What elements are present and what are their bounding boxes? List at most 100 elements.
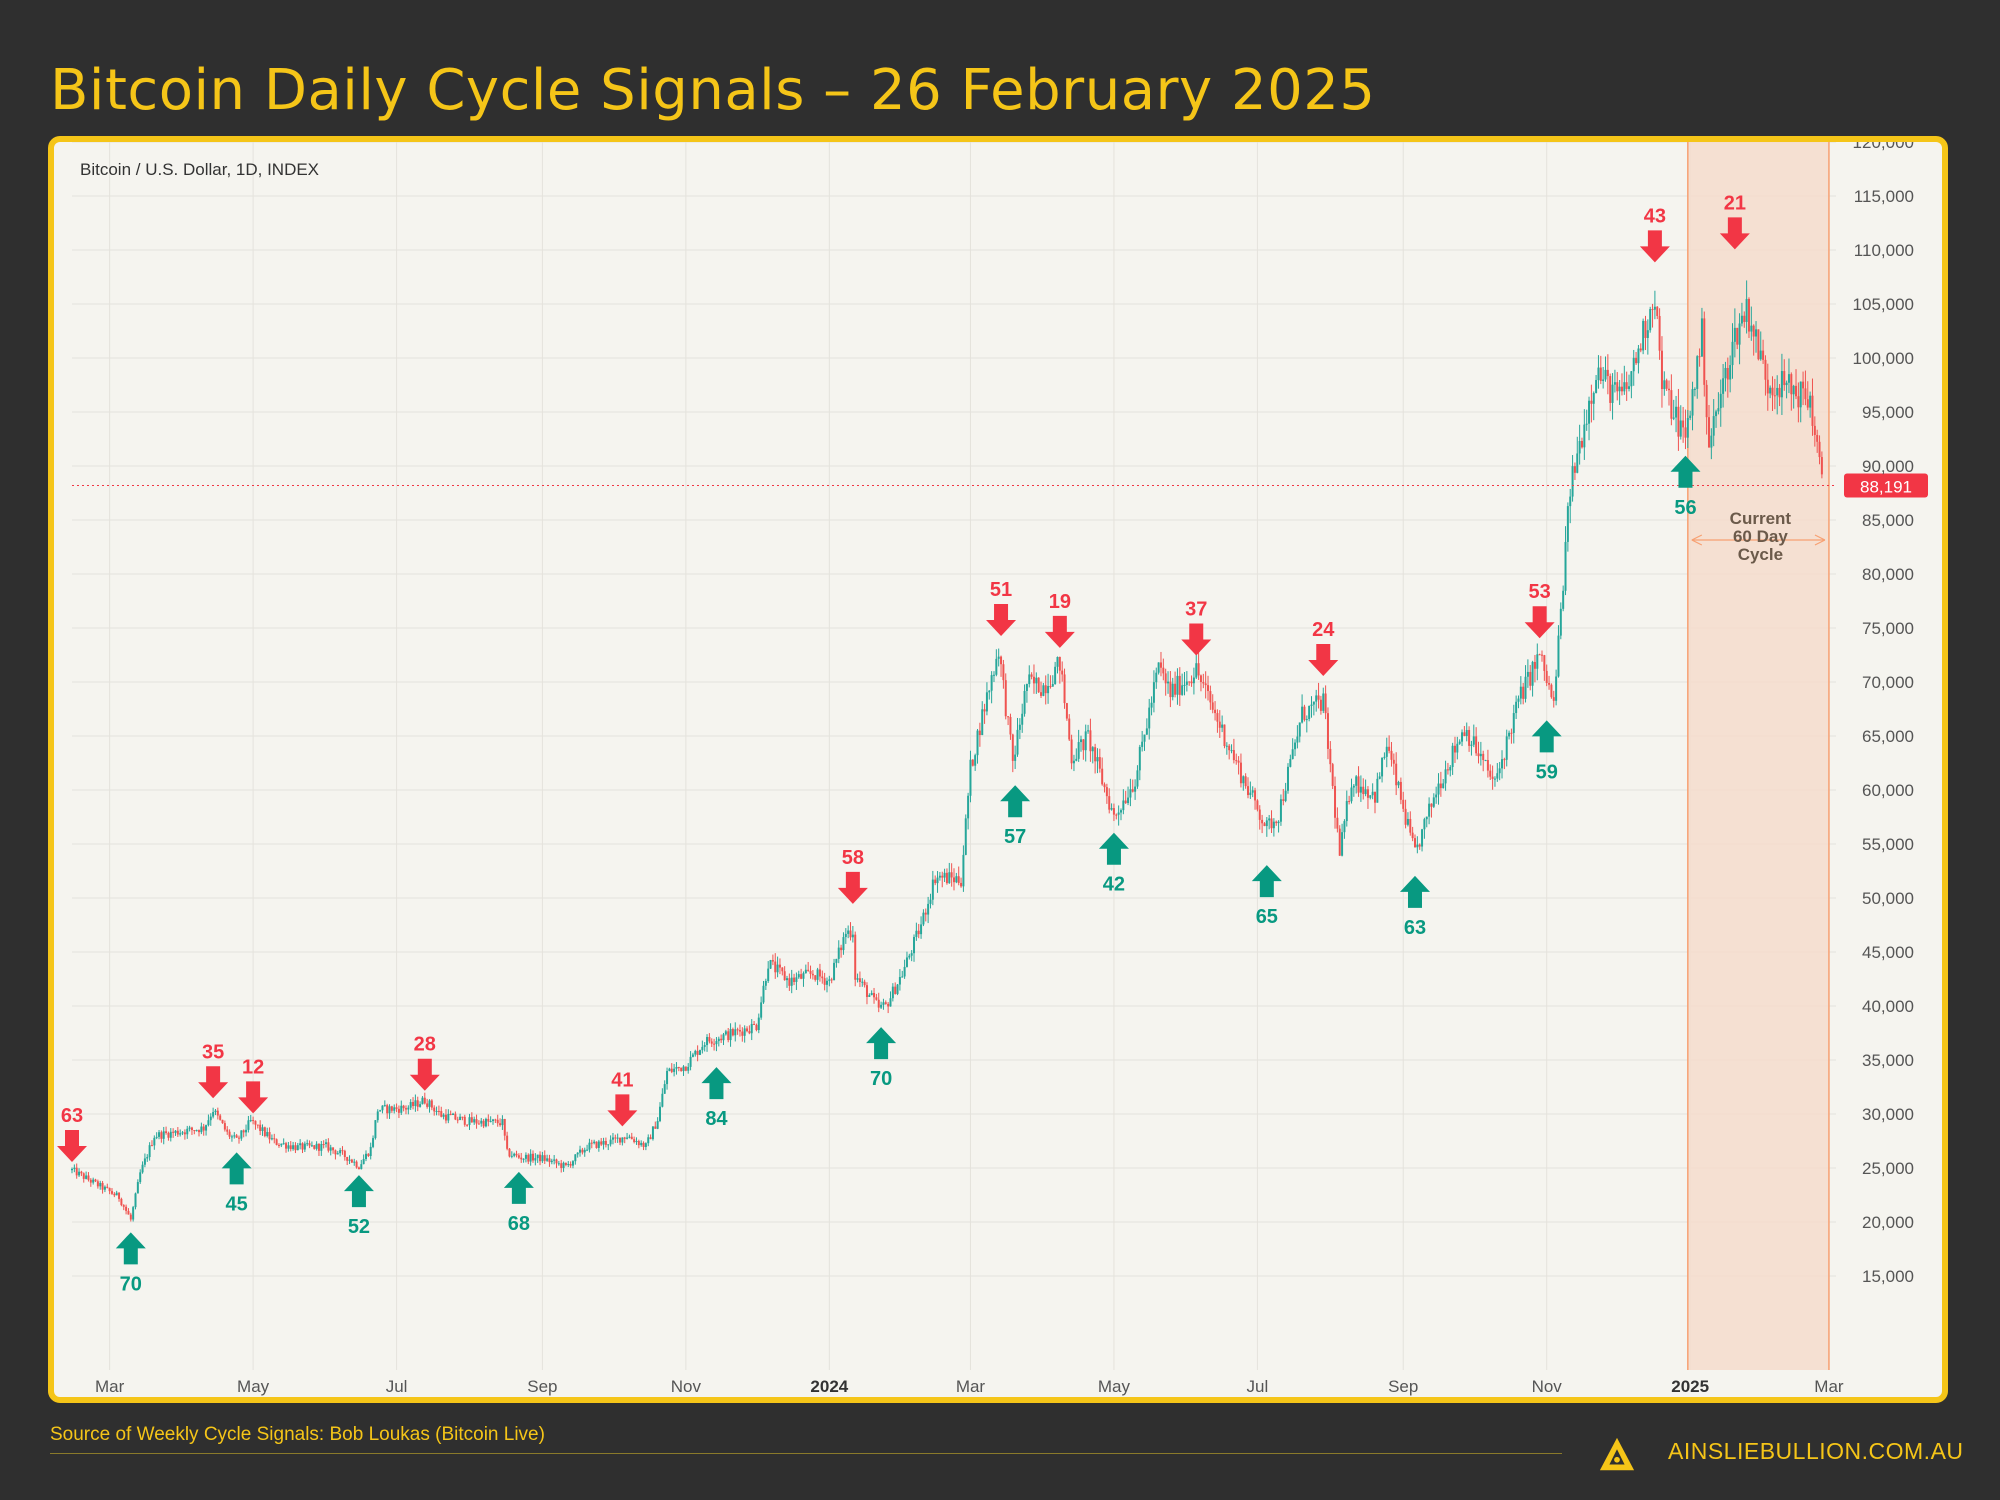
- candle-body: [865, 985, 868, 997]
- candle-body: [1696, 356, 1699, 389]
- candle-body: [158, 1132, 161, 1137]
- candle-body: [903, 966, 906, 977]
- candle-body: [1569, 496, 1572, 507]
- candle-body: [357, 1167, 360, 1170]
- candle-body: [160, 1132, 163, 1139]
- candle-body: [1693, 388, 1696, 390]
- candle-body: [1409, 818, 1412, 833]
- candle-body: [1609, 376, 1612, 403]
- candle-body: [1176, 675, 1179, 695]
- candle-body: [1576, 453, 1579, 473]
- candle-body: [1112, 808, 1115, 815]
- candle-body: [974, 755, 977, 766]
- candle-body: [510, 1155, 513, 1157]
- candle-body: [1573, 466, 1576, 473]
- candle-body: [861, 981, 864, 983]
- candle-body: [529, 1153, 532, 1162]
- candle-body: [1430, 803, 1433, 807]
- candle-body: [508, 1148, 511, 1157]
- candle-body: [1538, 654, 1541, 656]
- candle-body: [75, 1167, 78, 1176]
- candle-body: [294, 1145, 297, 1151]
- candle-body: [687, 1066, 690, 1071]
- candle-body: [1606, 369, 1609, 377]
- candle-body: [205, 1125, 208, 1131]
- candle-body: [202, 1126, 205, 1131]
- candle-body: [1117, 812, 1120, 815]
- candle-body: [642, 1142, 645, 1147]
- candle-body: [1665, 380, 1668, 389]
- candle-body: [226, 1129, 229, 1132]
- candle-body: [1470, 744, 1473, 746]
- x-tick-label: 2024: [810, 1377, 848, 1396]
- signal-low-label: 57: [1004, 826, 1026, 848]
- candle-body: [348, 1159, 351, 1161]
- candle-body: [1762, 350, 1765, 360]
- candle-body: [1508, 732, 1511, 737]
- candle-body: [694, 1050, 697, 1055]
- sell-signal-arrow-icon: [1044, 615, 1075, 648]
- candle-body: [1524, 676, 1527, 699]
- candle-body: [386, 1105, 389, 1114]
- candle-body: [1769, 387, 1772, 394]
- candle-body: [882, 1002, 885, 1005]
- candle-body: [1218, 721, 1221, 728]
- candle-body: [110, 1191, 113, 1194]
- candle-body: [567, 1164, 570, 1166]
- candle-body: [894, 986, 897, 994]
- candle-body: [771, 960, 774, 962]
- sell-signal-arrow-icon: [1524, 606, 1555, 639]
- y-tick-label: 115,000: [1854, 187, 1914, 206]
- candle-body: [854, 934, 857, 980]
- candle-body: [1237, 760, 1240, 763]
- candle-body: [797, 974, 800, 978]
- candle-body: [988, 690, 991, 693]
- candle-body: [1002, 664, 1005, 681]
- candle-body: [1484, 760, 1487, 762]
- candle-body: [1703, 318, 1706, 385]
- candle-body: [1564, 541, 1567, 591]
- candle-body: [1552, 697, 1555, 701]
- candle-body: [929, 899, 932, 904]
- candle-body: [78, 1171, 81, 1176]
- candle-body: [381, 1105, 384, 1111]
- candle-body: [823, 978, 826, 985]
- sell-signal-arrow-icon: [1181, 623, 1212, 656]
- candle-body: [560, 1163, 563, 1169]
- candle-body: [1421, 829, 1424, 847]
- candle-body: [475, 1119, 478, 1124]
- candle-body: [1247, 786, 1249, 796]
- candles: [71, 280, 1823, 1222]
- candle-body: [1733, 327, 1736, 342]
- candle-body: [1094, 747, 1097, 762]
- candle-body: [108, 1187, 111, 1192]
- brand-name[interactable]: AINSLIEBULLION.COM.AU: [1668, 1438, 1964, 1464]
- candle-body: [1642, 320, 1645, 351]
- candle-body: [1399, 781, 1402, 800]
- candle-body: [249, 1120, 252, 1122]
- candle-body: [444, 1114, 447, 1121]
- candle-body: [153, 1137, 156, 1146]
- y-tick-label: 65,000: [1862, 727, 1914, 746]
- candle-body: [223, 1123, 226, 1130]
- candle-body: [449, 1113, 452, 1116]
- candle-body: [1679, 420, 1682, 437]
- candle-body: [397, 1108, 400, 1113]
- candle-body: [581, 1149, 584, 1153]
- candle-body: [1503, 759, 1506, 761]
- candle-body: [181, 1132, 184, 1134]
- candle-body: [1578, 440, 1581, 454]
- candle-body: [1705, 384, 1708, 418]
- candle-body: [1776, 387, 1779, 396]
- candle-body: [1150, 702, 1153, 708]
- candle-body: [790, 977, 793, 986]
- candle-body: [435, 1110, 438, 1112]
- candle-body: [327, 1142, 330, 1151]
- candle-body: [795, 977, 798, 982]
- candle-body: [1145, 728, 1148, 735]
- candle-body: [898, 977, 901, 985]
- candle-body: [1632, 357, 1635, 372]
- candle-body: [1341, 832, 1344, 856]
- candle-body: [346, 1156, 349, 1161]
- candle-body: [334, 1150, 337, 1155]
